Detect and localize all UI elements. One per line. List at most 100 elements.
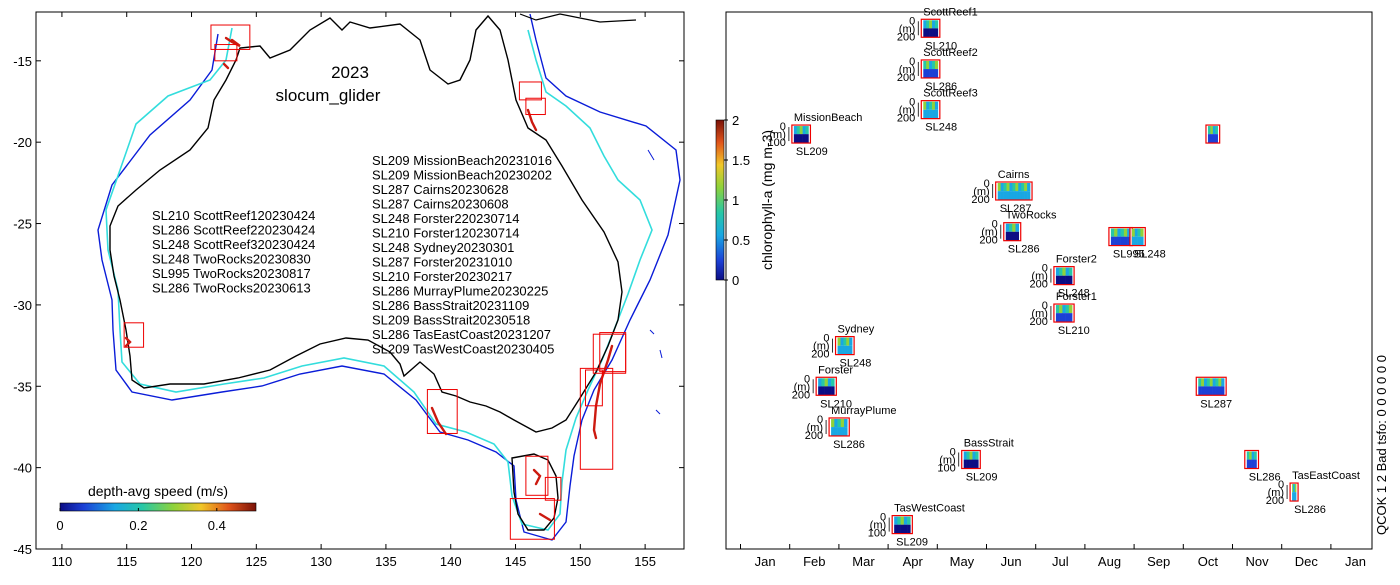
chl-strip-lower (1254, 459, 1257, 469)
map-yticks: -15 -20 -25 -30 -35 -40 -45 (13, 54, 684, 557)
timeline-month-label: Dec (1295, 554, 1319, 569)
chl-strip-upper (903, 516, 908, 525)
chl-strip-lower (844, 427, 848, 437)
region-boxes (123, 24, 627, 540)
track-scottreef (224, 36, 241, 48)
chl-strip-upper (926, 60, 930, 70)
chl-strip-upper (1027, 183, 1031, 192)
chl-strip-upper (923, 60, 927, 70)
chl-strip-lower (1055, 313, 1060, 323)
east-deployment-entry: SL209 MissionBeach20231016 (372, 153, 552, 168)
chl-strip-lower (1206, 386, 1211, 396)
map-ytick-label: -45 (13, 542, 32, 557)
region-box-bassstrait-east (544, 476, 562, 501)
east-deployment-entry: SL287 Cairns20230608 (372, 197, 509, 212)
chl-strip-upper (963, 451, 967, 460)
chl-strip-lower (1059, 275, 1063, 285)
deployment-frame (995, 181, 1033, 201)
chl-strip-lower (1201, 386, 1205, 396)
chl-strip-upper (849, 337, 853, 346)
map-xtick-label: 115 (116, 554, 137, 569)
east-deployment-entry: SL209 TasWestCoast20230405 (372, 342, 554, 357)
deployment-frame (920, 100, 941, 120)
timeline-month-label: Oct (1198, 554, 1219, 569)
depth-unit: (m) (939, 455, 956, 467)
depth-unit: (m) (870, 520, 887, 532)
chl-strip-upper (1254, 451, 1257, 460)
deployment-frame (1205, 124, 1221, 144)
map-ytick-label: -25 (13, 217, 32, 232)
chl-strip-upper (796, 126, 801, 135)
chl-strip-upper (907, 516, 911, 525)
chl-strip-upper (972, 451, 976, 460)
chl-strip-lower (1295, 492, 1297, 502)
deployment-glider: SL286 (833, 439, 865, 451)
deployment-title: TwoRocks (1006, 210, 1057, 222)
timeline-panel: Jan Feb Mar Apr May Jun Jul Aug Sep Oct Nov Dec Jan … (725, 6, 1389, 569)
depth-unit: (m) (769, 129, 786, 141)
map-xtick-label: 125 (245, 554, 267, 569)
chl-strip-lower (1249, 459, 1252, 469)
chl-colorbar-tick-label: 1 (732, 193, 739, 208)
deployment-glider: SL248 (1134, 249, 1166, 261)
chl-strip-upper (1012, 223, 1016, 232)
qc-status-label: QCOK 1 2 Bad tsfo: 0 0 0 0 0 0 (1374, 355, 1389, 535)
chl-strip-upper (1018, 183, 1022, 192)
chl-strip-lower (1068, 275, 1073, 285)
chl-strip-lower (1207, 134, 1211, 144)
region-box-bassstrait (525, 455, 549, 496)
chl-strip-lower (796, 134, 801, 144)
chl-strip-lower (1012, 231, 1016, 241)
chl-strip-upper (897, 516, 901, 525)
chl-strip-lower (926, 109, 930, 119)
depth-tick-top: 0 (804, 373, 810, 385)
chl-strip-upper (934, 60, 939, 70)
timeline-axes-box (725, 11, 1373, 550)
deployment-glider: SL209 (966, 472, 998, 484)
deployment-d13: Forster 0(m)200 SL210 (792, 364, 854, 410)
deployment-frame (891, 514, 913, 535)
deployment-title: ScottReef3 (923, 88, 977, 100)
east-deployment-entry: SL287 Forster20231010 (372, 255, 512, 270)
speed-colorbar-label: depth-avg speed (m/s) (88, 483, 228, 499)
chl-strip-lower (1005, 231, 1010, 241)
map-title-platform: slocum_glider (276, 86, 381, 105)
map-xticks: 110 115 120 125 130 135 140 145 150 155 (52, 12, 656, 569)
depth-unit: (m) (981, 227, 998, 239)
chl-strip-lower (923, 28, 927, 38)
chl-strip-lower (799, 134, 803, 144)
track-tas (538, 512, 552, 522)
chl-strip-lower (897, 524, 901, 534)
chl-strip-lower (1009, 231, 1013, 241)
chl-strip-lower (1134, 236, 1138, 246)
chl-strip-lower (837, 427, 842, 437)
chl-strip-upper (1110, 228, 1115, 237)
deployment-glider: SL210 (820, 398, 852, 410)
chl-strip-lower (1215, 386, 1219, 396)
map-xtick-label: 155 (634, 554, 656, 569)
deployment-title: Cairns (998, 169, 1030, 181)
chl-strip-upper (834, 418, 838, 428)
depth-tick-bottom: 100 (937, 463, 955, 475)
chl-strip-lower (1003, 191, 1007, 201)
chl-strip-upper (1068, 305, 1073, 314)
chl-colorbar-tick-label: 1.5 (732, 153, 750, 168)
chl-strip-upper (1198, 378, 1202, 387)
map-xtick-label: 120 (181, 554, 203, 569)
depth-tick-bottom: 200 (897, 113, 915, 125)
chl-strip-upper (1009, 183, 1013, 192)
deployment-glider: SL286 (1008, 244, 1040, 256)
chl-colorbar-tick-label: 2 (732, 113, 739, 128)
chl-strip-lower (802, 134, 806, 144)
deployment-title: MurrayPlume (831, 405, 896, 417)
chl-strip-upper (1293, 484, 1295, 493)
chl-colorbar-ticks: 0 0.5 1 1.5 2 (724, 113, 750, 288)
chl-strip-upper (1055, 305, 1060, 314)
chl-strip-upper (827, 378, 832, 387)
chl-strip-lower (1117, 236, 1121, 246)
track-scottreef-2 (222, 62, 230, 70)
chl-strip-upper (1123, 228, 1128, 237)
depth-tick-bottom: 200 (897, 31, 915, 43)
chl-strip-upper (1212, 126, 1216, 135)
track-bass (532, 468, 542, 486)
